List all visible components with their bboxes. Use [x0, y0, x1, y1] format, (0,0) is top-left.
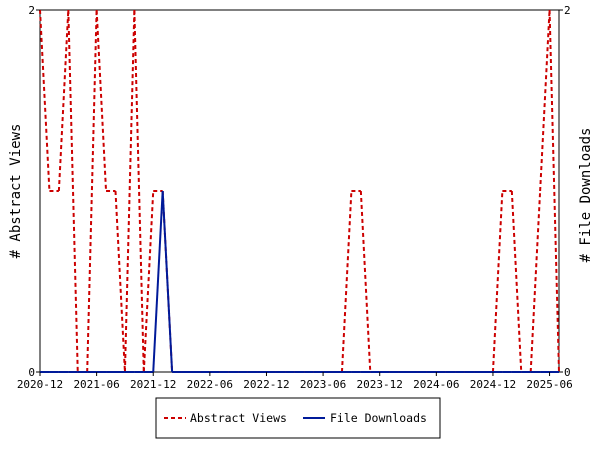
series-abstract-views-segment — [548, 9, 560, 373]
x-tick-label: 2020-12 — [17, 378, 63, 391]
legend-label-file-downloads: File Downloads — [330, 411, 427, 425]
series-abstract-views-segment — [539, 9, 551, 192]
series-abstract-views-segment — [510, 190, 523, 373]
legend-label-abstract-views: Abstract Views — [190, 411, 287, 425]
tick-layer — [36, 9, 563, 376]
series-abstract-views-segment — [114, 190, 126, 373]
series-layer — [39, 9, 560, 373]
x-tick-label: 2024-12 — [470, 378, 516, 391]
series-abstract-views-segment — [359, 190, 372, 373]
series-abstract-views-segment — [142, 190, 155, 373]
x-tick-label: 2021-12 — [130, 378, 176, 391]
series-abstract-views-segment — [95, 9, 108, 192]
x-tick-labels: 2020-12 2021-06 2021-12 2022-06 2022-12 2023-… — [17, 378, 573, 391]
legend-box — [155, 397, 441, 439]
x-tick-label: 2023-06 — [300, 378, 346, 391]
legend: Abstract Views File Downloads — [155, 397, 441, 439]
x-tick-label: 2022-12 — [243, 378, 289, 391]
x-tick-label: 2023-12 — [357, 378, 403, 391]
series-abstract-views-segment — [340, 190, 353, 373]
series-abstract-views-segment — [57, 9, 70, 192]
x-tick-label: 2025-06 — [526, 378, 572, 391]
series-abstract-views-segment — [67, 9, 79, 373]
series-abstract-views-segment — [133, 9, 145, 373]
plot-area — [39, 9, 560, 373]
y-right-axis-title: # File Downloads — [578, 128, 594, 263]
y-right-tick-label-0: 0 — [564, 366, 571, 379]
series-file-downloads-segment — [161, 190, 174, 373]
y-left-tick-label-0: 0 — [28, 366, 35, 379]
y-right-tick-label-2: 2 — [564, 4, 571, 17]
series-abstract-views-segment — [39, 9, 51, 192]
x-tick-label: 2021-06 — [73, 378, 119, 391]
series-abstract-views-segment — [86, 9, 98, 373]
series-file-downloads-segment — [152, 190, 164, 373]
series-abstract-views-segment — [123, 9, 136, 373]
series-abstract-views-segment — [491, 190, 504, 373]
y-left-tick-label-2: 2 — [28, 4, 35, 17]
series-file-downloads — [40, 190, 559, 373]
series-abstract-views-segment — [529, 190, 542, 373]
x-tick-label: 2022-06 — [187, 378, 233, 391]
y-left-axis-title: # Abstract Views — [8, 124, 24, 259]
x-tick-label: 2024-06 — [413, 378, 459, 391]
